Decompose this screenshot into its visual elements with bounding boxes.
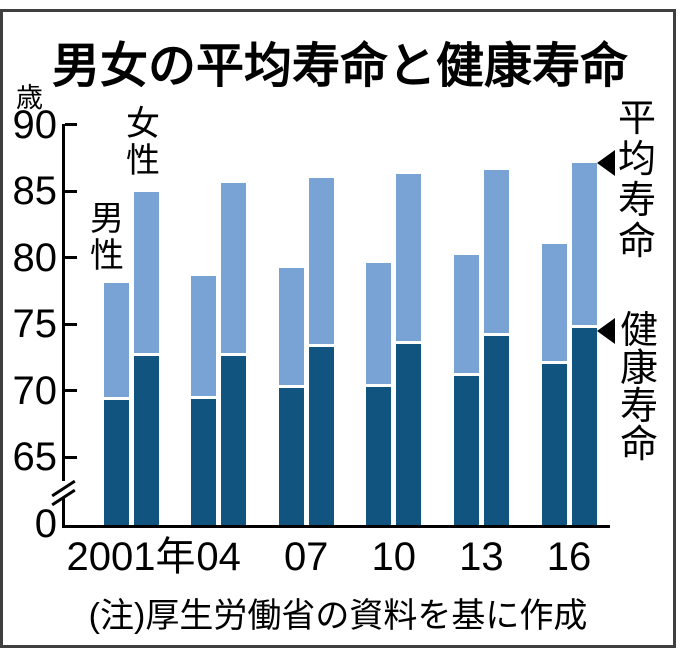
bar-female-healthy-segment: [133, 356, 159, 527]
bar-female-healthy-segment: [396, 344, 422, 527]
x-tick-label: 16: [546, 535, 592, 579]
bar-female-average-segment: [221, 183, 247, 354]
y-axis-tick: [65, 389, 77, 392]
bar-male-healthy-segment: [453, 376, 479, 527]
female-series-label: 女性: [126, 105, 160, 180]
bar-male-healthy-segment: [366, 386, 392, 527]
y-tick-label: 85: [12, 169, 58, 213]
x-tick-label: 04: [196, 535, 241, 579]
x-tick-label: 07: [283, 535, 329, 579]
y-axis-tick: [65, 123, 77, 126]
average-lifespan-arrow-icon: [597, 150, 615, 176]
healthy-lifespan-label: 健康寿命: [619, 310, 658, 466]
y-axis-tick: [65, 455, 77, 459]
y-tick-label: 80: [12, 235, 58, 280]
y-tick-label: 70: [12, 368, 58, 413]
bar-female-average-segment: [396, 173, 422, 342]
male-series-label: 男性: [90, 200, 124, 275]
bar-male-healthy-segment: [541, 364, 567, 527]
bar-male-healthy-segment: [103, 399, 129, 527]
bar-male-average-segment: [366, 262, 392, 384]
bar-male-healthy-segment: [278, 388, 304, 527]
y-tick-label: 65: [12, 435, 58, 479]
y-axis-tick: [65, 256, 77, 259]
x-tick-label: 13: [459, 535, 504, 579]
y-axis-line: [62, 124, 65, 527]
x-tick-label: 2001年: [66, 535, 196, 579]
bar-male-average-segment: [278, 268, 304, 385]
y-tick-label: 75: [12, 302, 58, 346]
bar-female-healthy-segment: [308, 346, 334, 527]
y-axis-tick: [65, 322, 77, 326]
bar-female-average-segment: [571, 163, 597, 326]
bar-female-average-segment: [483, 169, 509, 334]
bar-female-healthy-segment: [483, 336, 509, 527]
bar-male-average-segment: [541, 244, 567, 362]
bar-female-average-segment: [308, 177, 334, 344]
bar-male-average-segment: [453, 254, 479, 374]
y-axis-unit-label: 歳: [16, 83, 43, 113]
average-lifespan-label: 平均寿命: [617, 98, 656, 263]
source-note: (注)厚生労働省の資料を基に作成: [88, 597, 588, 635]
bar-female-average-segment: [133, 192, 159, 354]
bar-female-healthy-segment: [221, 356, 247, 527]
y-tick-label: 90: [12, 102, 58, 147]
healthy-lifespan-arrow-icon: [597, 318, 615, 344]
bar-male-average-segment: [191, 276, 217, 396]
bar-male-average-segment: [103, 282, 129, 397]
bar-female-healthy-segment: [571, 328, 597, 527]
x-tick-label: 10: [371, 535, 417, 579]
chart-title: 男女の平均寿命と健康寿命: [51, 40, 628, 93]
bar-male-healthy-segment: [191, 398, 217, 527]
x-axis-baseline: [62, 525, 610, 528]
y-tick-label-zero: 0: [34, 502, 57, 546]
y-axis-tick: [65, 189, 77, 193]
